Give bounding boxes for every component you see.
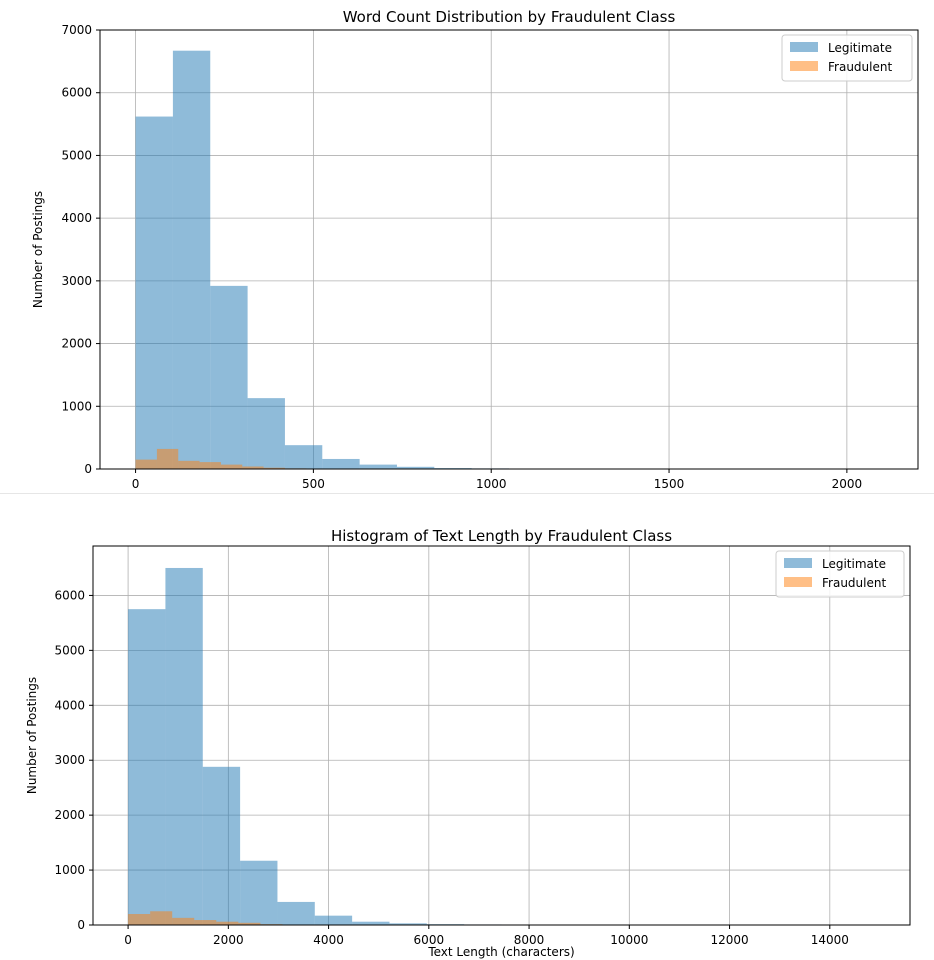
y-axis-label: Number of Postings (31, 191, 45, 308)
histogram-bar-fraudulent (194, 920, 217, 925)
y-tick-label: 0 (84, 462, 92, 476)
legend: Legitimate Fraudulent (775, 550, 905, 598)
histogram-bar-legitimate (210, 285, 248, 469)
x-tick-label: 500 (302, 477, 325, 491)
legend-swatch-fraudulent (790, 61, 818, 71)
y-tick-label: 4000 (61, 211, 92, 225)
histogram-bar-legitimate (128, 609, 166, 925)
x-tick-label: 10000 (610, 933, 648, 947)
x-tick-label: 1000 (476, 477, 507, 491)
histogram-bar-fraudulent (220, 464, 243, 469)
histogram-bar-fraudulent (128, 914, 151, 925)
x-axis-label: Text Length (characters) (427, 945, 574, 959)
y-tick-label: 3000 (61, 274, 92, 288)
y-tick-label: 5000 (54, 643, 85, 657)
x-tick-label: 2000 (213, 933, 244, 947)
y-tick-label: 5000 (61, 148, 92, 162)
histogram-bar-fraudulent (263, 467, 285, 469)
x-tick-label: 0 (132, 477, 140, 491)
histogram-bar-fraudulent (242, 466, 264, 469)
chart-title: Word Count Distribution by Fraudulent Cl… (343, 8, 676, 26)
histogram-bar-fraudulent (172, 917, 195, 925)
histogram-bar-legitimate (135, 116, 173, 469)
histogram-bar-fraudulent (216, 921, 239, 925)
legend-swatch-fraudulent (784, 577, 812, 587)
histogram-bar-legitimate (314, 915, 353, 925)
y-tick-label: 1000 (54, 863, 85, 877)
histogram-bar-legitimate (352, 921, 390, 925)
x-tick-label: 2000 (832, 477, 863, 491)
plot-frame (99, 29, 919, 470)
y-tick-label: 7000 (61, 23, 92, 37)
x-tick-label: 14000 (811, 933, 849, 947)
x-tick-label: 12000 (710, 933, 748, 947)
y-tick-label: 4000 (54, 698, 85, 712)
chart-divider (0, 493, 934, 494)
histogram-bar-legitimate (284, 445, 323, 469)
legend-swatch-legitimate (784, 558, 812, 568)
histogram-bar-legitimate (172, 50, 211, 470)
chart-title: Histogram of Text Length by Fraudulent C… (331, 527, 672, 545)
x-tick-label: 1500 (654, 477, 685, 491)
histogram-bar-legitimate (202, 766, 241, 925)
plot-frame (92, 545, 911, 926)
legend: Legitimate Fraudulent (781, 34, 913, 82)
histogram-bar-legitimate (396, 466, 435, 469)
y-tick-label: 3000 (54, 753, 85, 767)
histogram-bar-legitimate (389, 923, 427, 925)
histogram-bar-legitimate (240, 860, 278, 925)
histogram-bar-fraudulent (199, 462, 221, 469)
x-tick-label: 0 (124, 933, 132, 947)
histogram-bar-legitimate (322, 458, 360, 469)
legend-label-fraudulent: Fraudulent (828, 60, 892, 74)
y-tick-label: 0 (77, 918, 85, 932)
legend-label-legitimate: Legitimate (828, 41, 892, 55)
y-tick-label: 6000 (54, 588, 85, 602)
histogram-bar-fraudulent (135, 459, 157, 469)
x-tick-label: 4000 (313, 933, 344, 947)
histogram-bar-legitimate (359, 464, 397, 469)
histogram-bar-fraudulent (178, 460, 200, 469)
x-tick-label: 8000 (514, 933, 545, 947)
histogram-bar-fraudulent (156, 448, 179, 469)
y-axis-label: Number of Postings (25, 677, 39, 794)
y-tick-label: 1000 (61, 399, 92, 413)
legend-label-fraudulent: Fraudulent (822, 576, 886, 590)
histogram-bar-fraudulent (150, 911, 173, 925)
x-tick-label: 6000 (414, 933, 445, 947)
text-length-chart: Histogram of Text Length by Fraudulent C… (25, 527, 911, 959)
histogram-bar-legitimate (277, 901, 315, 925)
histogram-bar-legitimate (247, 398, 285, 469)
y-tick-label: 2000 (61, 337, 92, 351)
legend-swatch-legitimate (790, 42, 818, 52)
legend-label-legitimate: Legitimate (822, 557, 886, 571)
histogram-bar-fraudulent (238, 922, 261, 925)
word-count-chart: Word Count Distribution by Fraudulent Cl… (31, 8, 919, 491)
y-tick-label: 2000 (54, 808, 85, 822)
histogram-bar-legitimate (165, 567, 203, 925)
y-tick-label: 6000 (61, 86, 92, 100)
